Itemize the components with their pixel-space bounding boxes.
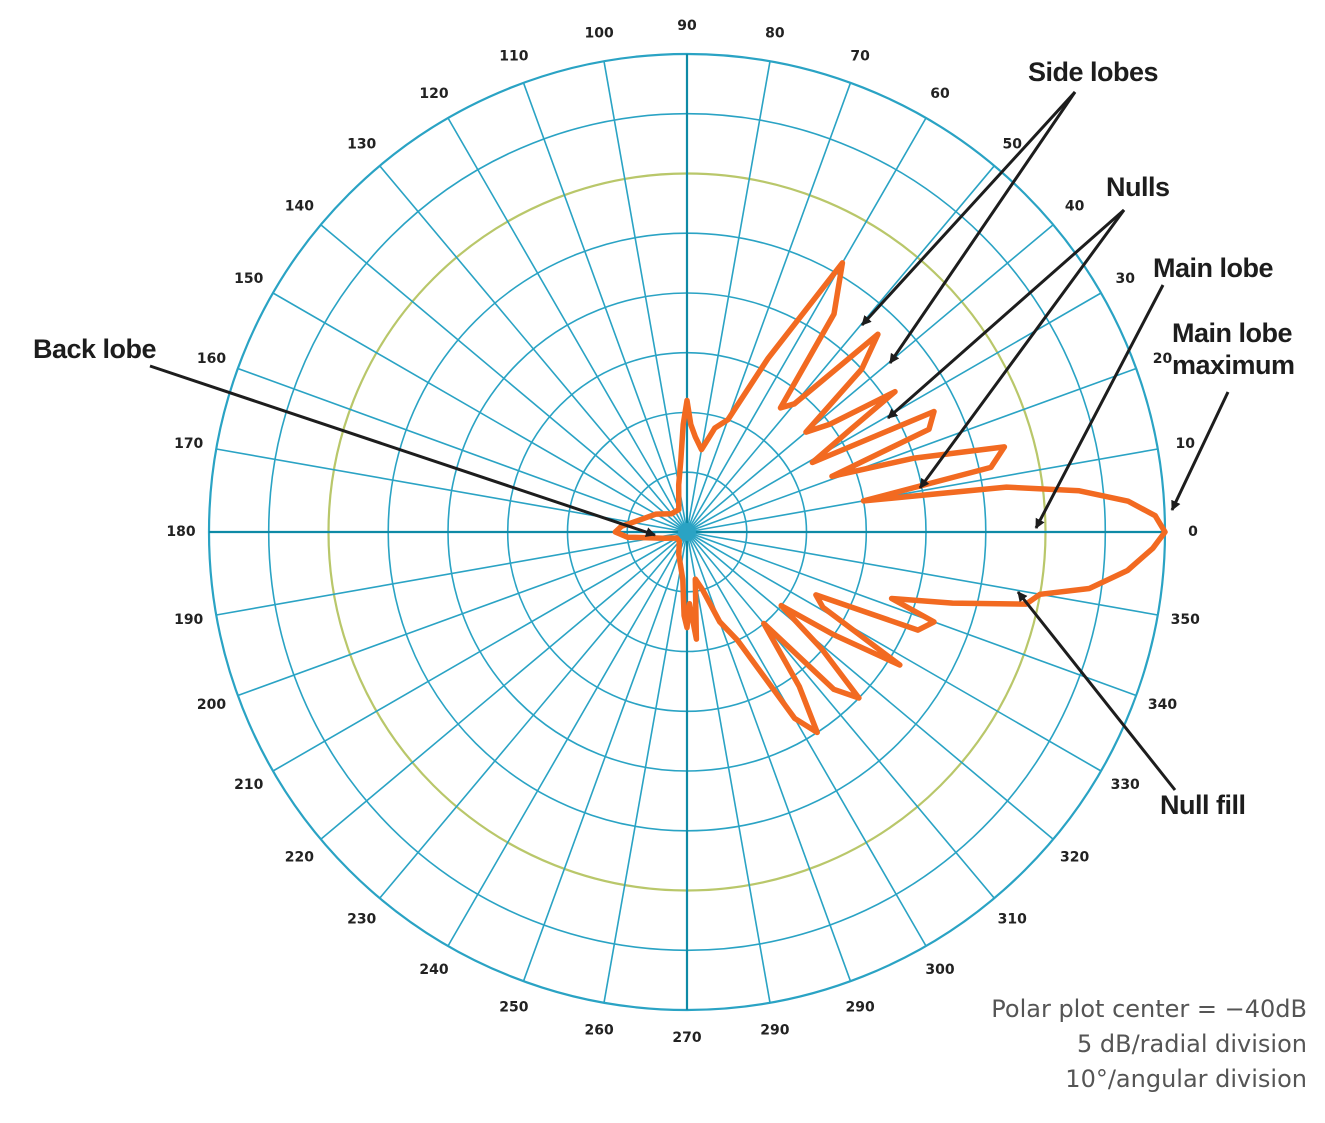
angle-tick-label: 0 xyxy=(1188,524,1198,540)
angle-tick-label: 150 xyxy=(234,271,263,287)
main-lobe-max-arrow xyxy=(1170,391,1230,511)
angle-tick-label: 100 xyxy=(584,26,613,42)
grid-spoke xyxy=(686,531,771,1003)
grid-spoke xyxy=(447,531,688,947)
side-lobes-arrow-1 xyxy=(860,90,1077,327)
grid-spoke xyxy=(603,61,688,533)
grid-spoke xyxy=(686,61,771,533)
angle-tick-label: 20 xyxy=(1153,351,1173,367)
grid-spoke xyxy=(237,531,688,697)
angle-tick-label: 310 xyxy=(998,912,1027,928)
angle-tick-label: 340 xyxy=(1148,697,1177,713)
grid-spoke xyxy=(320,224,688,533)
grid-spoke xyxy=(686,531,1054,840)
angle-tick-label: 130 xyxy=(347,136,376,152)
angle-tick-label: 10 xyxy=(1176,436,1196,452)
angle-tick-label: 40 xyxy=(1065,199,1085,215)
angle-tick-label: 210 xyxy=(234,777,263,793)
angle-tick-label: 110 xyxy=(499,49,528,65)
angle-tick-label: 180 xyxy=(166,524,195,540)
radial-division-note: 5 dB/radial division xyxy=(1076,1030,1307,1058)
grid-spoke xyxy=(686,531,995,899)
grid-spoke xyxy=(686,224,1054,533)
main-lobe-arrow xyxy=(1034,284,1165,529)
nulls-label: Nulls xyxy=(1106,172,1170,202)
angle-tick-label: 50 xyxy=(1003,136,1023,152)
side-lobes-label: Side lobes xyxy=(1028,57,1158,87)
grid-spoke xyxy=(379,531,688,899)
angle-tick-label: 80 xyxy=(765,26,785,42)
nulls-arrow-2 xyxy=(918,209,1126,489)
angle-tick-label: 330 xyxy=(1111,777,1140,793)
main-lobe-max-label-line1: Main lobe xyxy=(1172,318,1292,348)
grid-spoke xyxy=(237,367,688,533)
center-level-note: Polar plot center = −40dB xyxy=(991,995,1307,1023)
angle-tick-label: 120 xyxy=(419,86,448,102)
callouts: Side lobes Nulls Main lobe Main lobe max… xyxy=(33,57,1295,820)
grid-spoke xyxy=(686,531,1158,616)
grid-spoke xyxy=(686,117,927,533)
plot-center-marker xyxy=(678,523,696,541)
angle-tick-label: 290 xyxy=(845,1000,874,1016)
null-fill-arrow xyxy=(1016,591,1177,791)
grid-spoke xyxy=(686,531,1102,772)
angle-tick-label: 170 xyxy=(174,436,203,452)
angle-tick-labels: 0 10 20 30 40 50 60 70 80 90 100 110 120 130 140 150 160… xyxy=(166,18,1200,1046)
back-lobe-label: Back lobe xyxy=(33,334,157,364)
angle-tick-label: 30 xyxy=(1115,271,1135,287)
grid-spoke xyxy=(447,117,688,533)
angle-tick-label: 90 xyxy=(677,18,697,34)
grid-spoke xyxy=(686,165,995,533)
grid-spoke xyxy=(686,367,1137,533)
grid-spoke xyxy=(522,531,688,982)
angle-tick-label: 60 xyxy=(930,86,950,102)
grid-spoke xyxy=(603,531,688,1003)
nulls-arrow-1 xyxy=(887,208,1125,420)
grid-spoke xyxy=(522,82,688,533)
side-lobes-arrow-2 xyxy=(888,91,1077,364)
grid-spoke xyxy=(686,531,927,947)
pattern-trace xyxy=(612,260,1168,736)
radiation-pattern xyxy=(612,260,1168,736)
angle-tick-label: 250 xyxy=(499,1000,528,1016)
null-fill-label: Null fill xyxy=(1160,790,1246,820)
main-lobe-label: Main lobe xyxy=(1153,253,1273,283)
angle-tick-label: 230 xyxy=(347,912,376,928)
back-lobe-arrow xyxy=(149,364,656,537)
angle-tick-label: 320 xyxy=(1060,849,1089,865)
grid-spoke xyxy=(686,531,1137,697)
grid-spoke xyxy=(686,82,852,533)
angle-tick-label: 140 xyxy=(285,199,314,215)
angle-tick-label: 160 xyxy=(197,351,226,367)
grid-spoke xyxy=(272,531,688,772)
angle-tick-label: 350 xyxy=(1171,612,1200,628)
angular-division-note: 10°/angular division xyxy=(1065,1065,1307,1093)
angle-tick-label: 240 xyxy=(419,962,448,978)
angle-tick-label: 200 xyxy=(197,697,226,713)
angle-tick-label: 70 xyxy=(850,49,870,65)
grid-spoke xyxy=(320,531,688,840)
main-lobe-max-label-line2: maximum xyxy=(1172,350,1295,380)
angle-tick-label: 260 xyxy=(584,1022,613,1038)
grid-spoke xyxy=(216,531,688,616)
angle-tick-label: 300 xyxy=(925,962,954,978)
grid-spoke xyxy=(272,292,688,533)
grid-spoke xyxy=(686,448,1158,533)
plot-notes: Polar plot center = −40dB 5 dB/radial di… xyxy=(991,992,1307,1097)
grid-spoke xyxy=(379,165,688,533)
angle-tick-label: 220 xyxy=(285,849,314,865)
angle-tick-label: 290 xyxy=(760,1022,789,1038)
angle-tick-label: 270 xyxy=(672,1030,701,1046)
angle-tick-label: 190 xyxy=(174,612,203,628)
